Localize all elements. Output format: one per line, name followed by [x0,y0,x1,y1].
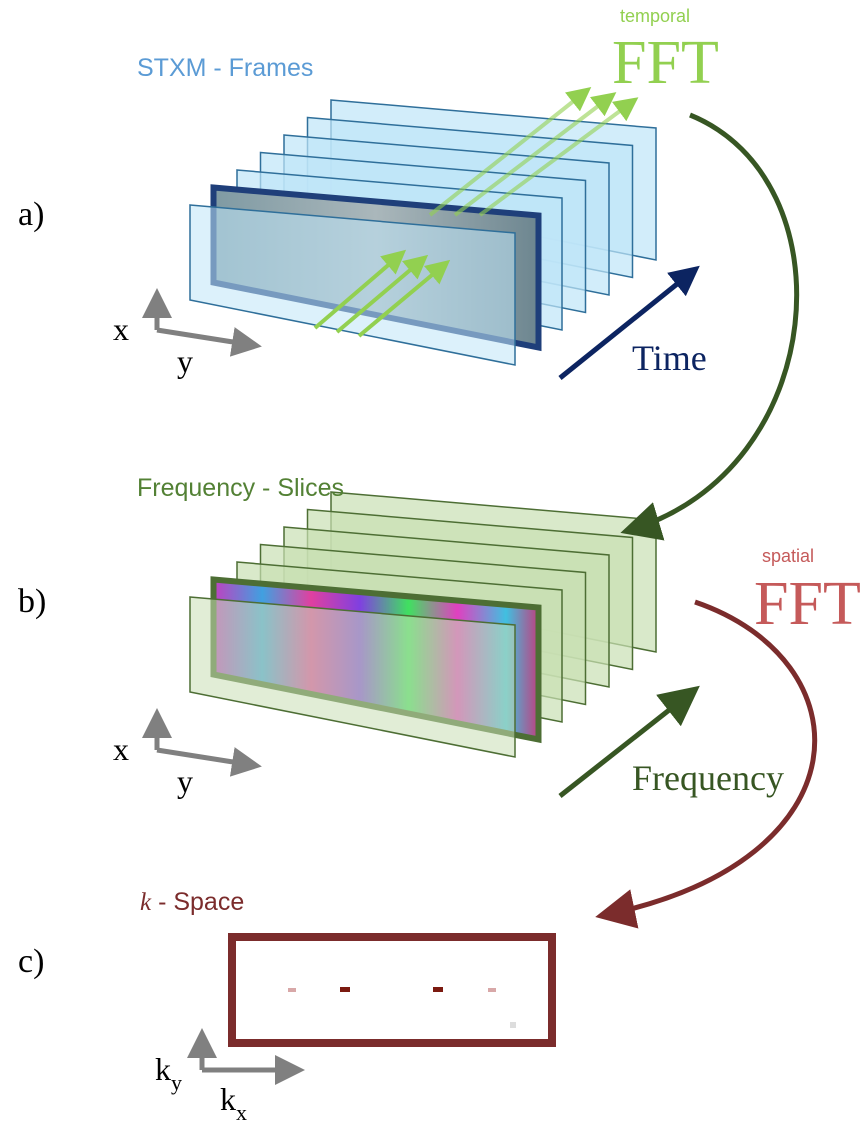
k-space-image [232,937,552,1043]
axis-base: k [220,1081,236,1117]
axis-label: x [113,311,129,347]
axes-b [157,718,252,765]
fft-qualifier: temporal [620,6,690,26]
axis-label: kx [220,1081,247,1125]
frame-stacks [190,92,656,757]
frame [190,597,515,757]
panel-title: k - Space [140,888,244,916]
panel-label: c) [18,943,44,980]
fft-qualifier: spatial [762,546,814,566]
fft-name: FFT [754,570,861,638]
axis-base: k [155,1051,171,1087]
panel-title: STXM - Frames [137,54,313,82]
axis-sub: y [171,1070,182,1095]
axis-sub: x [236,1100,247,1125]
panel-label: b) [18,583,46,620]
panel-title: Frequency - Slices [137,474,344,502]
arrow-label: Frequency [632,758,784,798]
symbol: k [140,889,152,916]
axis-label: x [113,731,129,767]
arrow-label: Time [632,338,707,378]
axis-label: ky [155,1051,182,1095]
axis-label: y [177,343,193,379]
fft-name: FFT [612,29,719,97]
title-text: - Space [158,888,244,916]
axis-label: y [177,763,193,799]
panel-label: a) [18,196,44,233]
figure: a) b) c) STXM - Frames Frequency - Slice… [0,0,863,1126]
